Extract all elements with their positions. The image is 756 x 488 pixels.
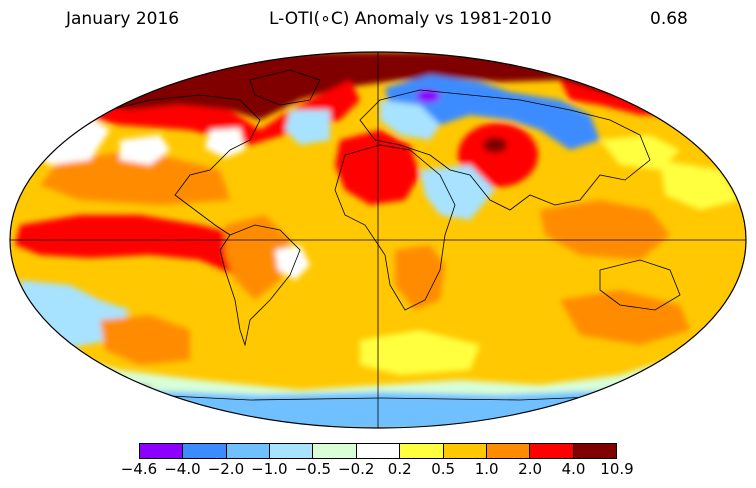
- color-swatch: [356, 444, 401, 458]
- eastern-europe-cool: [380, 100, 440, 140]
- color-swatch: [443, 444, 487, 458]
- color-swatch: [486, 444, 531, 458]
- indian-ocean-warm: [540, 200, 670, 260]
- coldest-anomaly: [416, 89, 440, 103]
- east-asia-yellow: [600, 135, 680, 170]
- eurasia-coast: [359, 89, 651, 211]
- color-scale-tick-label: 1.0: [474, 460, 499, 478]
- south-america-coast: [219, 224, 301, 347]
- color-swatch: [573, 444, 616, 458]
- africa-coast: [334, 144, 456, 311]
- color-swatch: [183, 444, 227, 458]
- greenland-coast: [249, 69, 321, 106]
- color-scale-bar: [139, 443, 617, 459]
- north-pacific-warm: [40, 150, 230, 205]
- color-swatch: [226, 444, 271, 458]
- color-swatch: [270, 444, 314, 458]
- south-america-warm: [225, 215, 290, 300]
- el-nino-red-band: [15, 215, 250, 275]
- south-atlantic-yellow: [360, 330, 480, 375]
- central-asia-hotspot: [458, 123, 538, 187]
- anomaly-field: [10, 52, 746, 428]
- west-pacific-yellow: [660, 160, 740, 210]
- color-scale-tick-label: 4.0: [561, 460, 586, 478]
- map-date: January 2016: [66, 9, 180, 29]
- missing-data-region: [80, 385, 150, 410]
- color-swatch: [400, 444, 444, 458]
- arabia-cool-zone: [420, 165, 495, 220]
- australia-coast: [599, 259, 681, 311]
- color-scale-tick-label: −0.2: [338, 460, 375, 478]
- color-scale-tick-label: −4.6: [120, 460, 158, 478]
- color-scale-tick-label: 0.5: [431, 460, 456, 478]
- color-scale-tick-label: 2.0: [518, 460, 543, 478]
- canada-neutral: [205, 128, 245, 158]
- central-asia-core: [483, 137, 507, 153]
- gulf-alaska-neutral: [120, 135, 170, 165]
- color-scale-tick-label: −4.0: [164, 460, 201, 478]
- color-scale-tick-label: 0.2: [387, 460, 412, 478]
- color-scale-tick-label: −0.5: [294, 460, 332, 478]
- north-america-coast: [109, 94, 261, 236]
- north-africa-hotspot: [335, 130, 420, 205]
- global-mean-value: 0.68: [650, 9, 688, 29]
- map-title: L-OTI(∘C) Anomaly vs 1981-2010: [269, 9, 552, 29]
- color-swatch: [313, 444, 357, 458]
- southern-africa-warm: [395, 245, 445, 310]
- color-scale-tick-label: −2.0: [207, 460, 245, 478]
- south-pacific-warm: [100, 315, 190, 365]
- color-scale-tick-label: 10.9: [600, 460, 634, 478]
- color-swatch: [530, 444, 574, 458]
- map-outline: [9, 51, 747, 429]
- north-atlantic-cool: [285, 110, 330, 145]
- brazil-neutral: [275, 245, 310, 280]
- color-scale-tick-label: −1.0: [251, 460, 288, 478]
- southern-indian-warm: [560, 290, 690, 345]
- color-swatch: [140, 444, 184, 458]
